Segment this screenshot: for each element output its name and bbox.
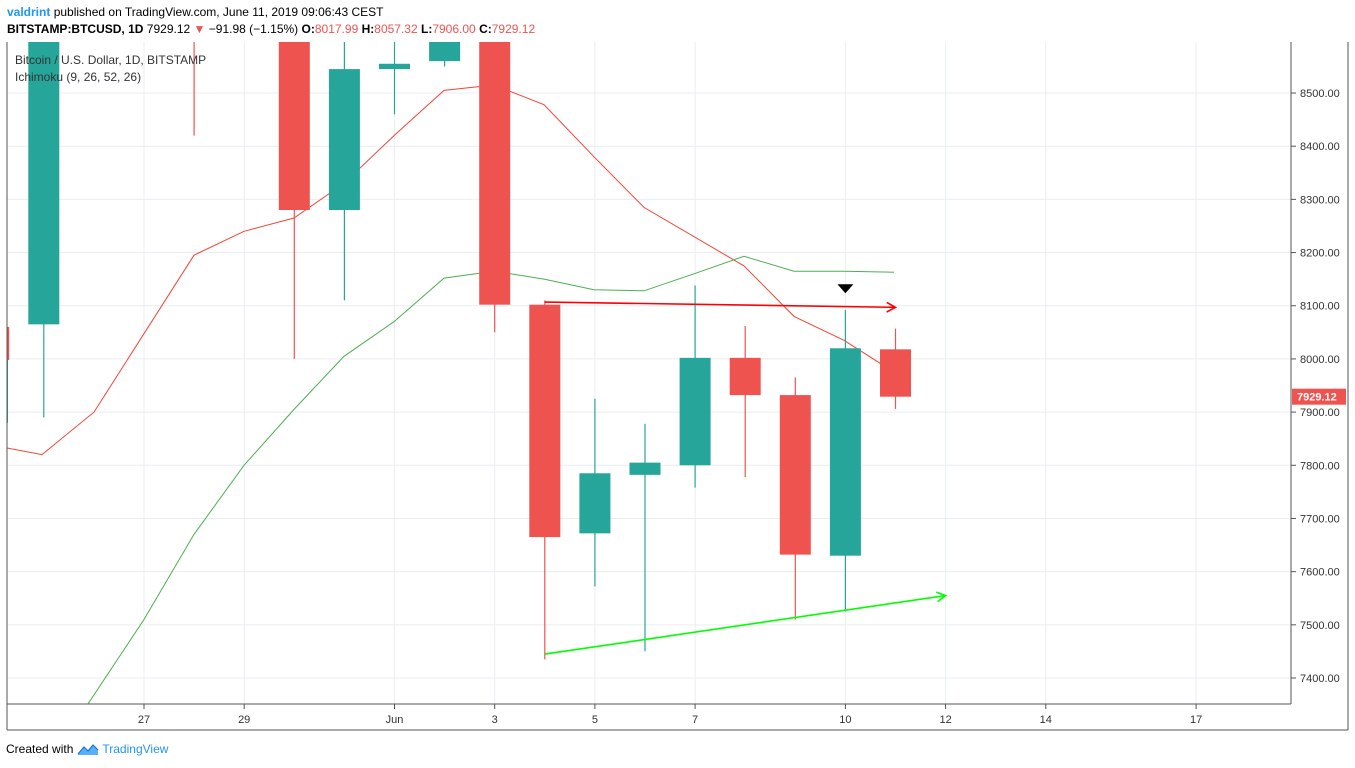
candle [729, 325, 761, 477]
candle [629, 423, 661, 652]
current-price-tag [1292, 388, 1346, 405]
candle [278, 42, 310, 359]
candle [328, 42, 360, 301]
x-tick-label: 27 [138, 714, 150, 726]
candle [193, 42, 195, 136]
published-text: published on TradingView.com, June 11, 2… [53, 5, 384, 19]
close-value: 7929.12 [491, 22, 536, 36]
y-tick-label: 7500.00 [1300, 620, 1340, 632]
candle-body [278, 42, 310, 211]
resistance-arrowhead [886, 301, 898, 313]
candle-body [379, 63, 410, 70]
tenkan-sen-line [7, 84, 895, 456]
x-tick-label: 7 [692, 714, 698, 726]
down-arrow-icon: ▼ [193, 22, 206, 36]
support-arrowhead [935, 591, 948, 603]
open-value: 8017.99 [314, 22, 359, 36]
candle [429, 42, 461, 67]
y-tick-label: 8000.00 [1300, 354, 1340, 366]
y-tick-label: 8100.00 [1300, 301, 1340, 313]
candle [779, 377, 811, 620]
chart-title: Bitcoin / U.S. Dollar, 1D, BITSTAMP [15, 53, 206, 67]
candle [479, 42, 511, 333]
price-axis[interactable]: 7400.00 7500.00 7600.00 7700.00 7800.00 7900.… [1291, 88, 1346, 685]
resistance-line [544, 301, 896, 309]
y-tick-label: 7700.00 [1300, 513, 1340, 525]
candle-body [579, 473, 611, 534]
candle-body [729, 357, 761, 396]
low-value: 7906.00 [432, 22, 476, 36]
candle [529, 300, 561, 660]
chart-grid [7, 42, 1291, 704]
y-tick-label: 8300.00 [1300, 194, 1340, 206]
current-price-label: 7929.12 [1297, 392, 1337, 404]
resistance-arrow [544, 301, 898, 313]
candle [880, 328, 911, 409]
author-link[interactable]: valdrint [7, 5, 51, 19]
y-tick-label: 8400.00 [1300, 141, 1340, 153]
x-tick-label: 5 [592, 714, 598, 726]
x-tick-label: 12 [939, 714, 951, 726]
candle-body [880, 349, 911, 397]
candle-body [679, 357, 711, 466]
plot-area[interactable] [0, 0, 948, 726]
publish-line: valdrint published on TradingView.com, J… [7, 5, 383, 19]
candle-body [479, 42, 511, 305]
y-tick-label: 7600.00 [1300, 567, 1340, 579]
candle-body [829, 348, 861, 556]
y-tick-label: 7400.00 [1300, 673, 1340, 685]
high-label: H: [361, 22, 375, 36]
chart-frame [6, 42, 1349, 731]
x-tick-label: 17 [1190, 714, 1202, 726]
x-tick-label: 29 [238, 714, 250, 726]
indicator-label: Ichimoku (9, 26, 52, 26) [15, 70, 141, 84]
open-label: O: [301, 22, 315, 36]
x-tick-label: 10 [839, 714, 851, 726]
symbol-label: BITSTAMP:BTCUSD, 1D [7, 22, 144, 36]
candle [7, 327, 10, 360]
time-axis[interactable]: 27 29 Jun 3 5 7 10 12 14 17 [138, 704, 1202, 726]
price-change: −91.98 (−1.15%) [208, 22, 299, 36]
chart-header: valdrint published on TradingView.com, J… [0, 0, 1355, 40]
x-tick-label: 3 [492, 714, 498, 726]
y-tick-label: 8500.00 [1300, 88, 1340, 100]
candle-body [629, 462, 661, 475]
tradingview-brand[interactable]: TradingView [102, 742, 169, 756]
created-with-text: Created with [6, 742, 74, 756]
support-arrow [544, 591, 948, 655]
candle-body [429, 42, 461, 62]
candle-body [529, 304, 561, 538]
support-line [544, 594, 946, 655]
x-tick-label: Jun [386, 714, 404, 726]
candle-body [328, 69, 360, 211]
candle [28, 42, 60, 418]
candle-body [7, 327, 10, 360]
candle [379, 42, 410, 115]
tradingview-logo-icon [77, 743, 99, 755]
candle [679, 285, 711, 488]
y-tick-label: 7900.00 [1300, 407, 1340, 419]
low-label: L: [421, 22, 433, 36]
candle [579, 398, 611, 587]
y-tick-label: 8200.00 [1300, 248, 1340, 260]
high-value: 8057.32 [374, 22, 418, 36]
y-tick-label: 7800.00 [1300, 460, 1340, 472]
ohlc-line: BITSTAMP:BTCUSD, 1D 7929.12 ▼ −91.98 (−1… [7, 22, 535, 36]
last-price: 7929.12 [146, 22, 191, 36]
down-triangle-marker-icon [837, 284, 854, 294]
kijun-sen-line [87, 255, 895, 704]
close-label: C: [479, 22, 492, 36]
x-tick-label: 14 [1040, 714, 1052, 726]
candle [829, 309, 861, 612]
footer: Created with TradingView [6, 742, 168, 756]
candle-body [28, 42, 60, 325]
candle-body [779, 395, 811, 555]
